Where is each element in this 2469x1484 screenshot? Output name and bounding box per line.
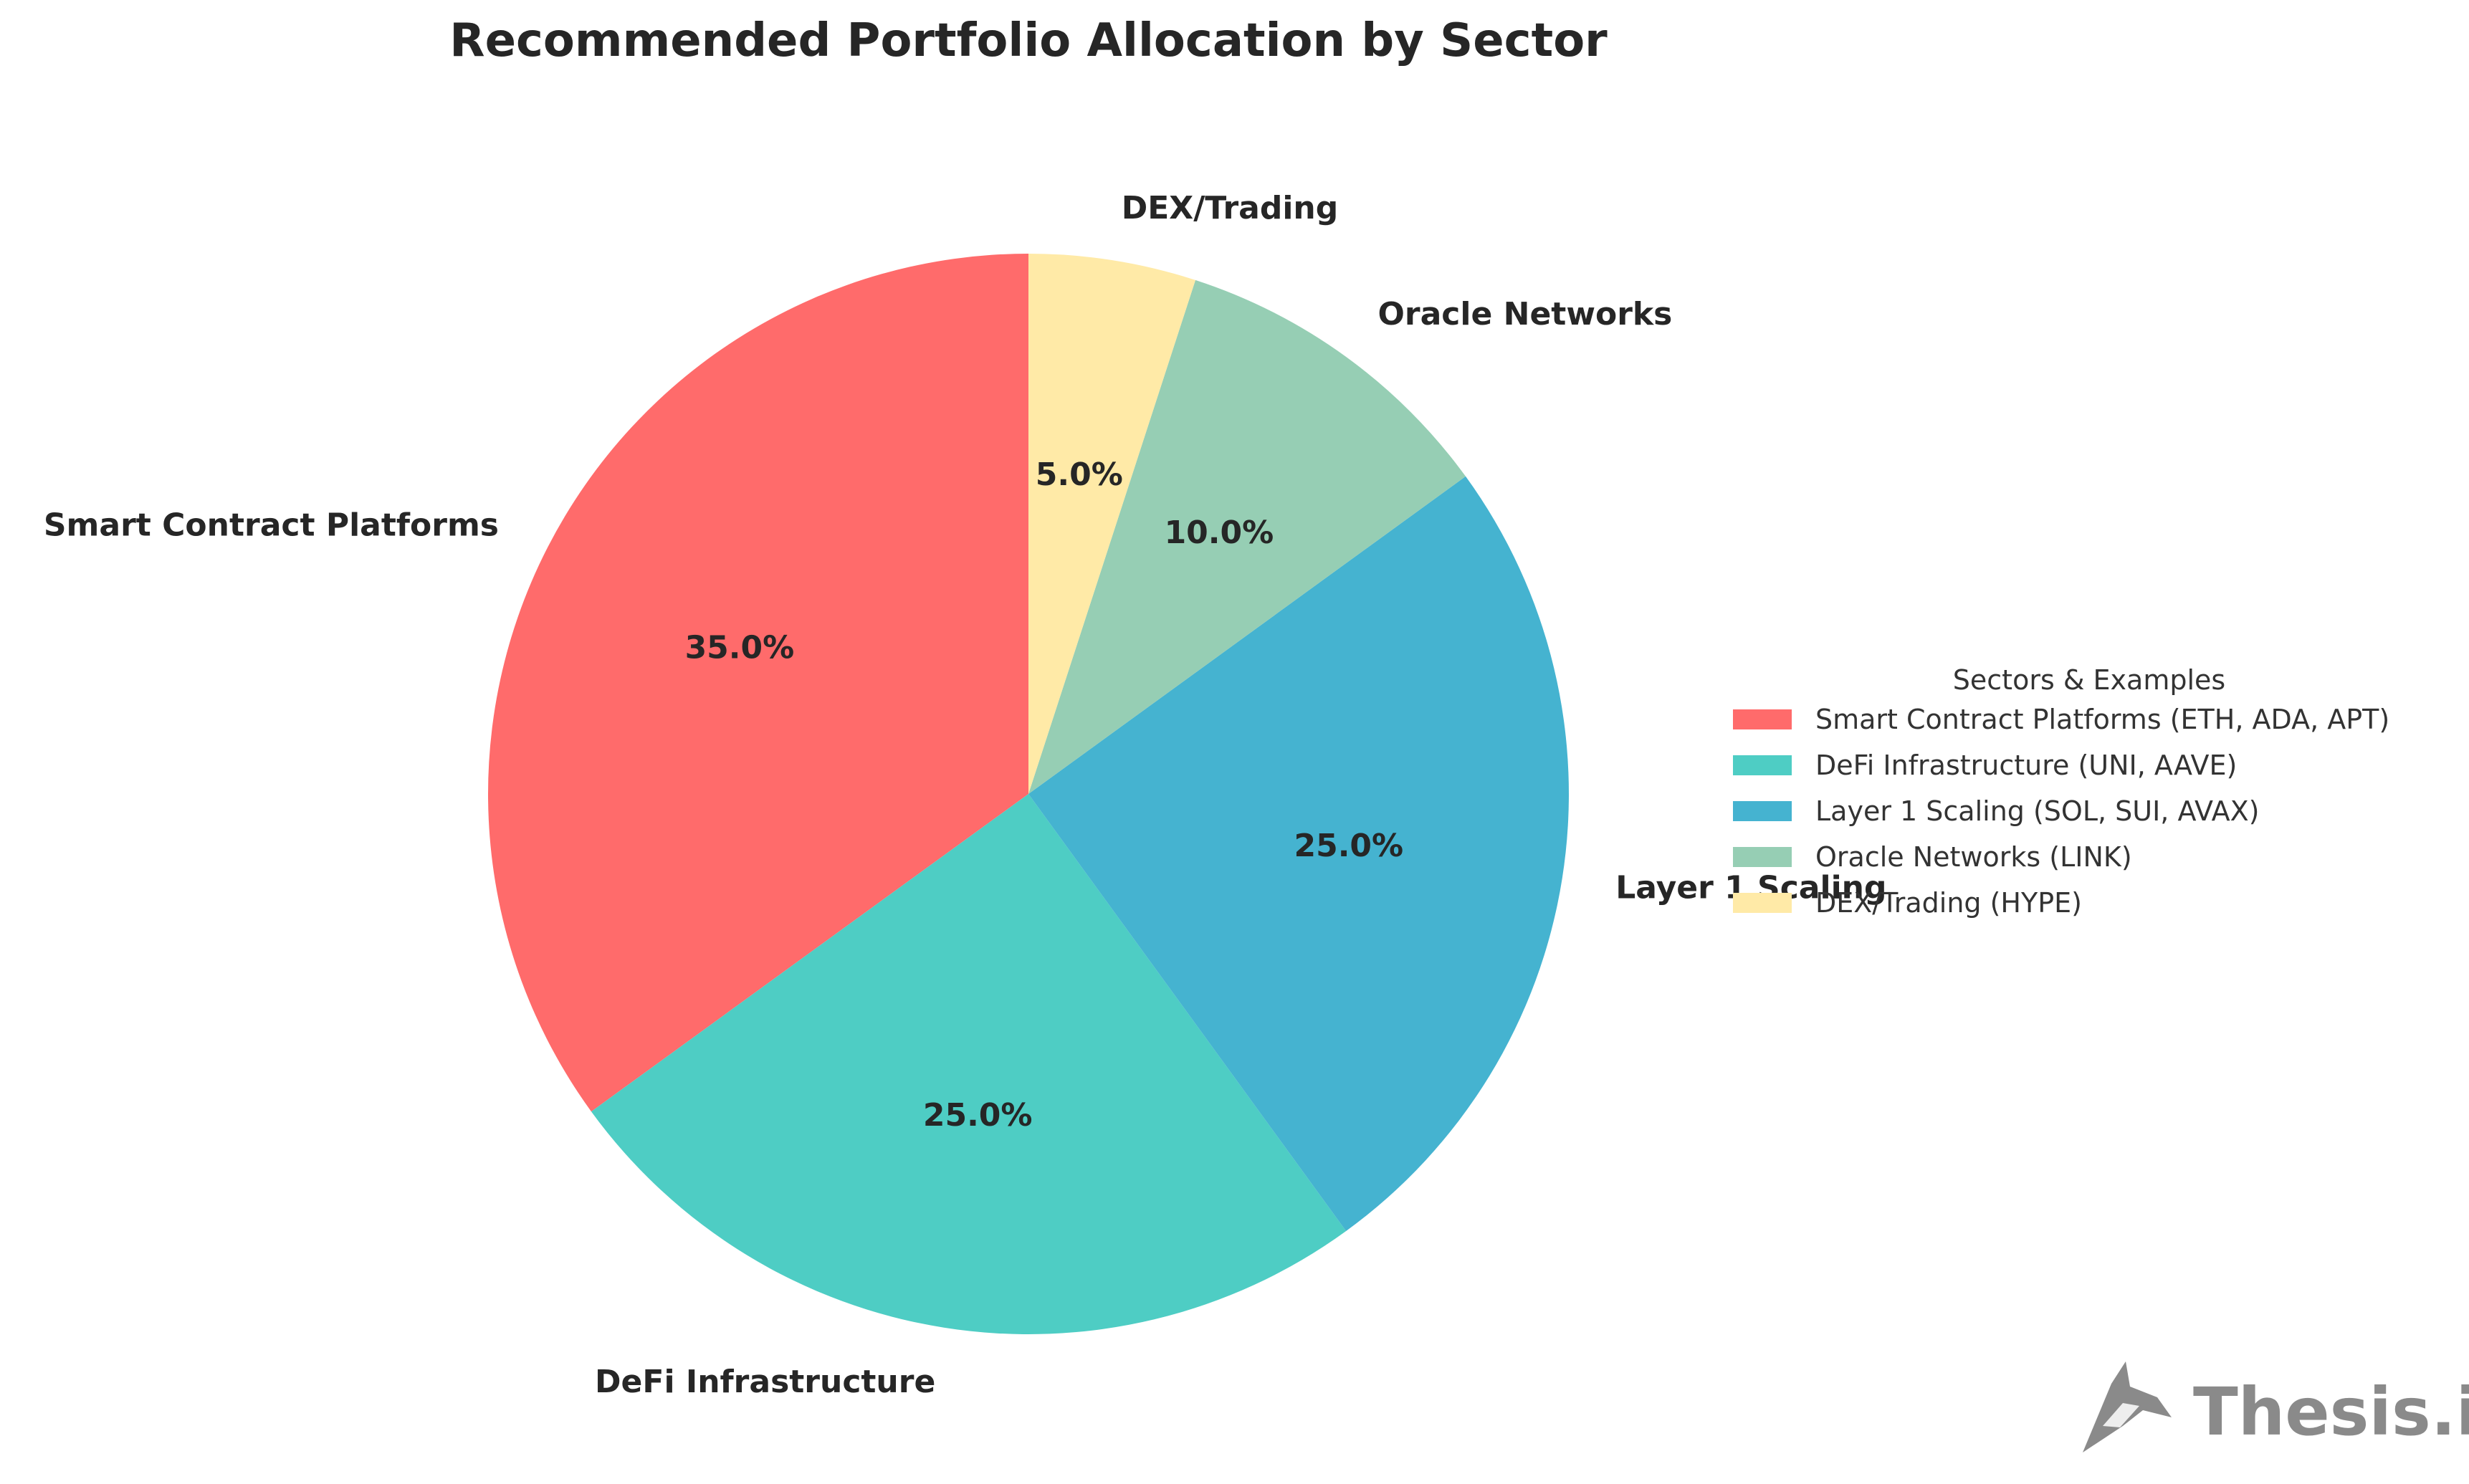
pie-slice-layer-1-scaling — [1028, 476, 1570, 1231]
slice-label-dex-trading: DEX/Trading — [1122, 190, 1339, 226]
percent-label-defi-infrastructure: 25.0% — [923, 1097, 1033, 1134]
legend: Sectors & Examples Smart Contract Platfo… — [1733, 664, 2389, 919]
pie-slice-oracle-networks — [1028, 279, 1466, 794]
legend-items: Smart Contract Platforms (ETH, ADA, APT)… — [1733, 704, 2389, 919]
fox-head-icon — [2083, 1361, 2172, 1452]
percent-label-smart-contract-platforms: 35.0% — [685, 630, 795, 666]
brand-name: Thesis.io — [2193, 1374, 2469, 1450]
pie-slice-smart-contract-platforms — [487, 254, 1028, 1112]
legend-swatch-dex-trading — [1733, 893, 1792, 913]
legend-entry-dex-trading: DEX/Trading (HYPE) — [1815, 887, 2082, 919]
percent-label-dex-trading: 5.0% — [1036, 456, 1123, 493]
percent-label-layer-1-scaling: 25.0% — [1294, 828, 1403, 864]
percent-labels: 35.0% 25.0% 25.0% 10.0% 5.0% — [685, 456, 1404, 1134]
legend-entry-layer-1-scaling: Layer 1 Scaling (SOL, SUI, AVAX) — [1815, 795, 2259, 827]
legend-entry-defi-infrastructure: DeFi Infrastructure (UNI, AAVE) — [1815, 750, 2237, 781]
legend-swatch-oracle-networks — [1733, 847, 1792, 867]
pie-slice-defi-infrastructure — [591, 794, 1347, 1335]
legend-entry-oracle-networks: Oracle Networks (LINK) — [1815, 841, 2132, 873]
slice-label-smart-contract-platforms: Smart Contract Platforms — [44, 507, 499, 544]
legend-swatch-defi-infrastructure — [1733, 755, 1792, 775]
legend-entry-smart-contract-platforms: Smart Contract Platforms (ETH, ADA, APT) — [1815, 704, 2389, 735]
percent-label-oracle-networks: 10.0% — [1165, 514, 1274, 551]
slice-label-defi-infrastructure: DeFi Infrastructure — [595, 1364, 935, 1400]
slice-label-oracle-networks: Oracle Networks — [1378, 296, 1673, 332]
chart-title: Recommended Portfolio Allocation by Sect… — [449, 14, 1608, 67]
pie-slice-dex-trading — [1028, 254, 1195, 794]
brand-logo: Thesis.io — [2083, 1361, 2469, 1452]
legend-swatch-smart-contract-platforms — [1733, 709, 1792, 729]
pie-slices — [487, 254, 1570, 1335]
legend-title: Sectors & Examples — [1953, 664, 2225, 696]
legend-swatch-layer-1-scaling — [1733, 801, 1792, 821]
